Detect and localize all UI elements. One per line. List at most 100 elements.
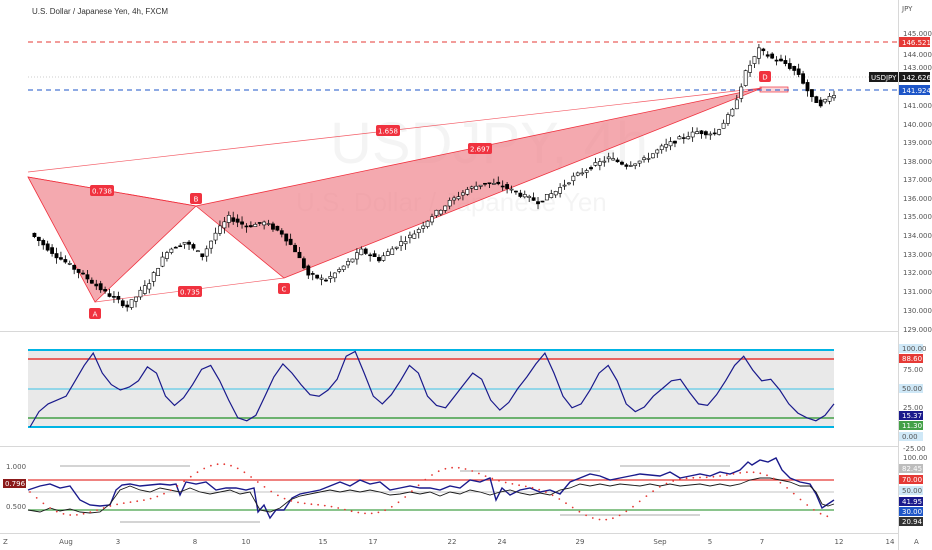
ind2-dot [82, 512, 85, 515]
ind2-dot [739, 472, 742, 474]
price-tick: 144.000 [903, 51, 932, 59]
time-tick: 12 [835, 538, 844, 546]
ind2-dot [692, 476, 695, 479]
ind2-dot [732, 473, 735, 475]
candle-body [368, 254, 373, 257]
svg-text:15.37: 15.37 [902, 412, 922, 420]
candle-body [536, 201, 540, 205]
candlestick-series [32, 43, 836, 312]
tag-0 [899, 432, 923, 441]
candle-body [120, 300, 125, 307]
candle-body [81, 272, 85, 275]
candle-body [818, 99, 823, 107]
candle-body [452, 197, 456, 201]
ind2-dot [511, 483, 514, 485]
price-tick: 133.000 [903, 251, 932, 259]
candle-body [377, 257, 381, 262]
candle-body [655, 149, 660, 154]
ind2-dot [672, 480, 675, 482]
candle-body [385, 251, 390, 256]
candle-body [72, 264, 77, 270]
ind2-dot [786, 487, 788, 489]
ind2-dot [625, 510, 628, 513]
candle-body [832, 95, 836, 99]
corner-right: A [914, 538, 919, 546]
candle-body [514, 190, 518, 193]
indicator1-tags: 100.00 88.60 50.00 15.37 11.30 0.00 [899, 344, 927, 441]
ind2-dot [585, 514, 587, 517]
candle-body [628, 165, 633, 167]
candle-body [487, 182, 492, 185]
indicator2-tick: 1.000 [6, 463, 26, 471]
candle-body [284, 233, 289, 242]
candle-body [827, 96, 832, 102]
ind2-dot [297, 501, 299, 504]
tag-70 [899, 475, 923, 484]
candle-body [558, 187, 563, 194]
ind2-dot [42, 502, 45, 505]
candle-body [390, 248, 395, 255]
candle-body [297, 251, 302, 259]
candle-body [637, 160, 642, 164]
tag-82 [899, 464, 923, 473]
candle-body [743, 70, 748, 86]
ind2-dot [444, 467, 447, 470]
candle-body [394, 246, 399, 249]
candle-body [32, 232, 37, 237]
candle-body [156, 268, 161, 276]
candle-body [469, 186, 474, 189]
ind2-dot [76, 514, 78, 516]
ind2-dots [29, 463, 829, 521]
tag-ind2-left [3, 479, 26, 488]
tag-88 [899, 354, 923, 363]
ind2-dot [411, 490, 413, 493]
candle-body [107, 293, 112, 297]
svg-text:50.00: 50.00 [902, 487, 922, 495]
candle-body [89, 279, 94, 284]
candle-body [359, 248, 364, 256]
tag-15 [899, 411, 923, 420]
svg-text:141.924: 141.924 [902, 87, 931, 95]
candle-body [681, 137, 686, 139]
candle-body [67, 263, 72, 265]
indicator1-pane [28, 349, 835, 428]
candle-body [129, 299, 134, 308]
ind2-dot [69, 514, 72, 516]
indicator2-tags: 0.796 82.45 70.00 50.00 41.95 30.00 20.9… [3, 464, 923, 526]
price-tick: 141.000 [903, 102, 932, 110]
point-tag-b: B [190, 193, 202, 204]
price-tick: 135.000 [903, 213, 932, 221]
ind2-dot [799, 498, 802, 501]
ind2-dot [491, 477, 494, 480]
candle-body [116, 295, 121, 300]
candle-body [584, 170, 589, 173]
candle-body [165, 252, 169, 259]
candle-body [690, 131, 695, 138]
indicator1-tick: -25.00 [903, 445, 926, 453]
candle-body [611, 158, 616, 161]
candle-body [134, 296, 138, 302]
candle-body [151, 272, 156, 282]
point-tag-a: A [89, 308, 101, 319]
tag-30 [899, 507, 923, 516]
ind2-dot [256, 481, 259, 483]
ind2-dot [424, 478, 427, 481]
ind2-dot [122, 502, 125, 504]
ind2-dot [149, 497, 152, 500]
candle-body [500, 185, 505, 188]
candle-body [112, 296, 116, 298]
ind2-dot [203, 467, 206, 470]
price-tick: 130.000 [903, 307, 932, 315]
candle-body [589, 167, 593, 170]
ind2-dot [431, 474, 433, 476]
candle-body [571, 175, 576, 182]
candle-body [315, 274, 320, 279]
ind2-dot [143, 499, 145, 501]
candle-body [324, 279, 328, 282]
candle-body [478, 184, 483, 187]
candle-body [730, 108, 735, 117]
ind2-dot [55, 510, 58, 513]
ind2-dot [665, 482, 668, 485]
candle-body [416, 229, 421, 233]
candle-body [425, 220, 430, 227]
